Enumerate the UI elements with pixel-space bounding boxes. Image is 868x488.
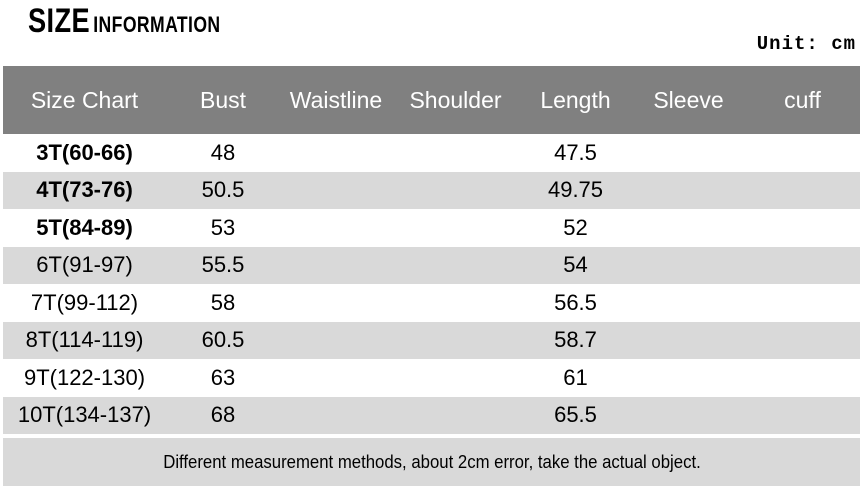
value-cell: 54 xyxy=(563,252,588,278)
value-cell xyxy=(392,397,519,435)
value-cell xyxy=(745,359,860,397)
value-cell: 60.5 xyxy=(201,327,245,353)
value-cell: 47.5 xyxy=(554,139,597,165)
size-label-cell: 4T(73-76) xyxy=(36,177,133,203)
value-cell xyxy=(632,209,745,247)
size-label-cell: 8T(114-119) xyxy=(25,327,144,353)
value-cell xyxy=(745,397,860,435)
size-table: Size Chart Bust Waistline Shoulder Length Sle… xyxy=(3,66,860,434)
value-cell xyxy=(280,284,392,322)
value-cell xyxy=(632,284,745,322)
column-header-sleeve: Sleeve xyxy=(653,86,724,113)
size-label-cell: 3T(60-66) xyxy=(36,139,133,165)
size-table-body: 3T(60-66) 48 47.5 4T(73-76) 50.5 49.75 5T(84-8… xyxy=(3,134,860,434)
table-row: 10T(134-137) 68 65.5 xyxy=(3,396,860,435)
size-label-cell: 6T(91-97) xyxy=(36,252,133,278)
value-cell: 55.5 xyxy=(201,252,245,278)
value-cell xyxy=(632,134,745,172)
table-header-row: Size Chart Bust Waistline Shoulder Length Sle… xyxy=(3,66,860,134)
footer-note-text: Different measurement methods, about 2cm… xyxy=(162,451,701,472)
column-header-size-chart: Size Chart xyxy=(30,86,139,113)
size-label-cell: 5T(84-89) xyxy=(36,214,133,240)
value-cell xyxy=(392,209,519,247)
value-cell xyxy=(632,172,745,210)
size-label-cell: 10T(134-137) xyxy=(17,402,152,428)
value-cell xyxy=(632,359,745,397)
value-cell xyxy=(745,322,860,360)
column-header-length: Length xyxy=(540,86,611,113)
value-cell xyxy=(280,359,392,397)
table-row: 6T(91-97) 55.5 54 xyxy=(3,246,860,285)
value-cell xyxy=(280,134,392,172)
value-cell xyxy=(745,247,860,285)
value-cell xyxy=(392,172,519,210)
value-cell xyxy=(280,209,392,247)
value-cell xyxy=(745,284,860,322)
value-cell xyxy=(392,284,519,322)
value-cell xyxy=(632,397,745,435)
value-cell xyxy=(280,172,392,210)
value-cell: 63 xyxy=(210,364,236,390)
column-header-shoulder: Shoulder xyxy=(409,86,502,113)
value-cell xyxy=(280,247,392,285)
value-cell: 53 xyxy=(210,214,236,240)
size-label-cell: 7T(99-112) xyxy=(30,289,139,315)
value-cell xyxy=(745,134,860,172)
value-cell xyxy=(280,322,392,360)
value-cell xyxy=(745,172,860,210)
value-cell xyxy=(392,134,519,172)
value-cell xyxy=(392,322,519,360)
title-size: SIZE xyxy=(28,2,91,40)
footer-note-bar: Different measurement methods, about 2cm… xyxy=(3,438,860,486)
value-cell: 65.5 xyxy=(554,402,597,428)
table-row: 4T(73-76) 50.5 49.75 xyxy=(3,171,860,210)
value-cell: 58.7 xyxy=(554,327,597,353)
table-row: 9T(122-130) 63 61 xyxy=(3,359,860,397)
value-cell: 49.75 xyxy=(547,177,604,203)
value-cell: 52 xyxy=(563,214,588,240)
value-cell xyxy=(392,247,519,285)
value-cell: 58 xyxy=(210,289,236,315)
column-header-bust: Bust xyxy=(199,86,247,113)
table-row: 3T(60-66) 48 47.5 xyxy=(3,134,860,172)
value-cell: 61 xyxy=(563,364,588,390)
table-row: 8T(114-119) 60.5 58.7 xyxy=(3,321,860,360)
column-header-cuff: cuff xyxy=(784,86,821,113)
table-row: 7T(99-112) 58 56.5 xyxy=(3,284,860,322)
page-title: SIZE INFORMATION xyxy=(28,2,221,41)
table-row: 5T(84-89) 53 52 xyxy=(3,209,860,247)
unit-label: Unit: cm xyxy=(756,33,856,55)
size-label-cell: 9T(122-130) xyxy=(23,364,146,390)
value-cell: 50.5 xyxy=(201,177,245,203)
value-cell xyxy=(392,359,519,397)
column-header-waistline: Waistline xyxy=(289,86,383,113)
value-cell xyxy=(632,322,745,360)
value-cell: 68 xyxy=(210,402,236,428)
title-information: INFORMATION xyxy=(93,12,221,37)
value-cell xyxy=(280,397,392,435)
value-cell: 56.5 xyxy=(554,289,597,315)
value-cell xyxy=(745,209,860,247)
value-cell: 48 xyxy=(210,139,236,165)
value-cell xyxy=(632,247,745,285)
